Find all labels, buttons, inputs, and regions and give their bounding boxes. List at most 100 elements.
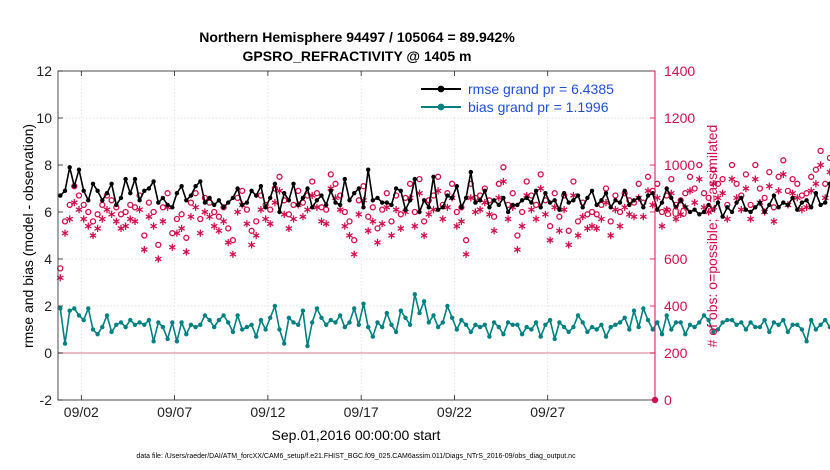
possible-point <box>808 173 815 180</box>
assimilated-point <box>131 217 139 225</box>
y-tick-label: 12 <box>36 63 52 79</box>
assimilated-point <box>639 213 647 221</box>
assimilated-point <box>611 206 619 214</box>
bias-point <box>753 324 758 330</box>
rmse-point <box>76 167 82 172</box>
rmse-point <box>324 202 329 208</box>
possible-point <box>798 192 806 199</box>
bias-point <box>449 315 455 320</box>
y2-tick-label: 0 <box>664 392 672 408</box>
rmse-point <box>90 181 96 186</box>
assimilated-point <box>112 217 120 225</box>
rmse-point <box>81 188 86 193</box>
assimilated-point <box>499 177 507 186</box>
possible-point <box>448 180 456 187</box>
assimilated-point <box>457 217 465 225</box>
assimilated-point <box>201 208 209 216</box>
assimilated-point <box>579 213 587 221</box>
bias-point <box>715 327 721 332</box>
rmse-point <box>431 174 436 179</box>
possible-point <box>822 180 829 187</box>
assimilated-point <box>560 206 568 214</box>
bias-point <box>403 315 408 320</box>
possible-point <box>346 218 353 225</box>
rmse-point <box>594 202 599 208</box>
rmse-point <box>291 181 296 186</box>
rmse-point <box>352 191 357 196</box>
assimilated-point <box>593 224 601 232</box>
bias-point <box>510 322 515 327</box>
assimilated-point <box>66 215 74 223</box>
assimilated-point <box>742 184 750 193</box>
possible-point <box>677 197 684 204</box>
bias-point <box>407 322 413 327</box>
bias-point <box>589 324 595 330</box>
rmse-point <box>757 200 763 205</box>
legend-bias-marker <box>437 103 445 111</box>
bias-point <box>328 317 333 323</box>
possible-point <box>388 218 395 225</box>
rmse-point <box>370 198 375 203</box>
rmse-point <box>333 200 338 205</box>
bias-point <box>813 327 819 332</box>
bias-point <box>757 324 763 330</box>
rmse-point <box>697 212 702 217</box>
bias-point <box>347 320 352 325</box>
rmse-point <box>487 205 492 210</box>
x-tick-label: 09/02 <box>64 404 99 420</box>
y-tick-label: -2 <box>40 392 53 408</box>
gridlines <box>58 70 655 401</box>
possible-point <box>794 180 801 187</box>
rmse-point <box>188 193 194 198</box>
possible-point <box>761 194 768 202</box>
bias-point <box>827 324 830 330</box>
bias-point <box>487 334 492 339</box>
rmse-point <box>706 202 711 208</box>
bias-point <box>412 292 417 297</box>
possible-point <box>239 187 246 195</box>
bias-point <box>230 329 236 335</box>
chart-subtitle: GPSRO_REFRACTIVITY @ 1405 m <box>243 48 472 64</box>
assimilated-point <box>322 220 330 228</box>
assimilated-point <box>747 215 755 223</box>
bias-point <box>739 320 744 325</box>
possible-point <box>616 208 624 216</box>
y2-tick-label: 800 <box>664 204 688 220</box>
possible-point <box>416 175 423 183</box>
bias-point <box>338 313 343 318</box>
possible-point <box>57 265 64 272</box>
rmse-point <box>687 209 693 215</box>
bias-point <box>109 329 114 335</box>
bias-point <box>482 322 487 327</box>
rmse-point <box>314 198 320 203</box>
assimilated-point <box>178 224 186 232</box>
bias-point <box>631 308 637 313</box>
possible-point <box>789 175 796 183</box>
assimilated-point <box>80 215 88 223</box>
assimilated-point <box>737 206 745 214</box>
bias-point <box>515 322 520 327</box>
possible-point <box>551 190 558 197</box>
possible-point <box>164 190 171 197</box>
assimilated-point <box>369 217 377 225</box>
rmse-point <box>762 209 767 215</box>
bias-point <box>645 317 651 323</box>
rmse-point <box>272 181 278 186</box>
possible-point <box>309 178 316 185</box>
assimilated-point <box>569 191 577 200</box>
rmse-point <box>636 195 641 201</box>
rmse-point <box>505 209 511 215</box>
rmse-point <box>561 191 567 196</box>
rmse-point <box>356 186 361 191</box>
rmse-point <box>748 209 753 215</box>
rmse-point <box>212 202 217 208</box>
rmse-point <box>496 202 501 208</box>
bias-point <box>725 317 730 323</box>
assimilated-point <box>136 206 144 214</box>
rmse-point <box>412 176 417 182</box>
bias-point <box>599 322 604 327</box>
bias-point <box>799 327 805 332</box>
bias-point <box>659 332 665 337</box>
possible-point <box>327 171 334 178</box>
assimilated-point <box>224 238 232 247</box>
